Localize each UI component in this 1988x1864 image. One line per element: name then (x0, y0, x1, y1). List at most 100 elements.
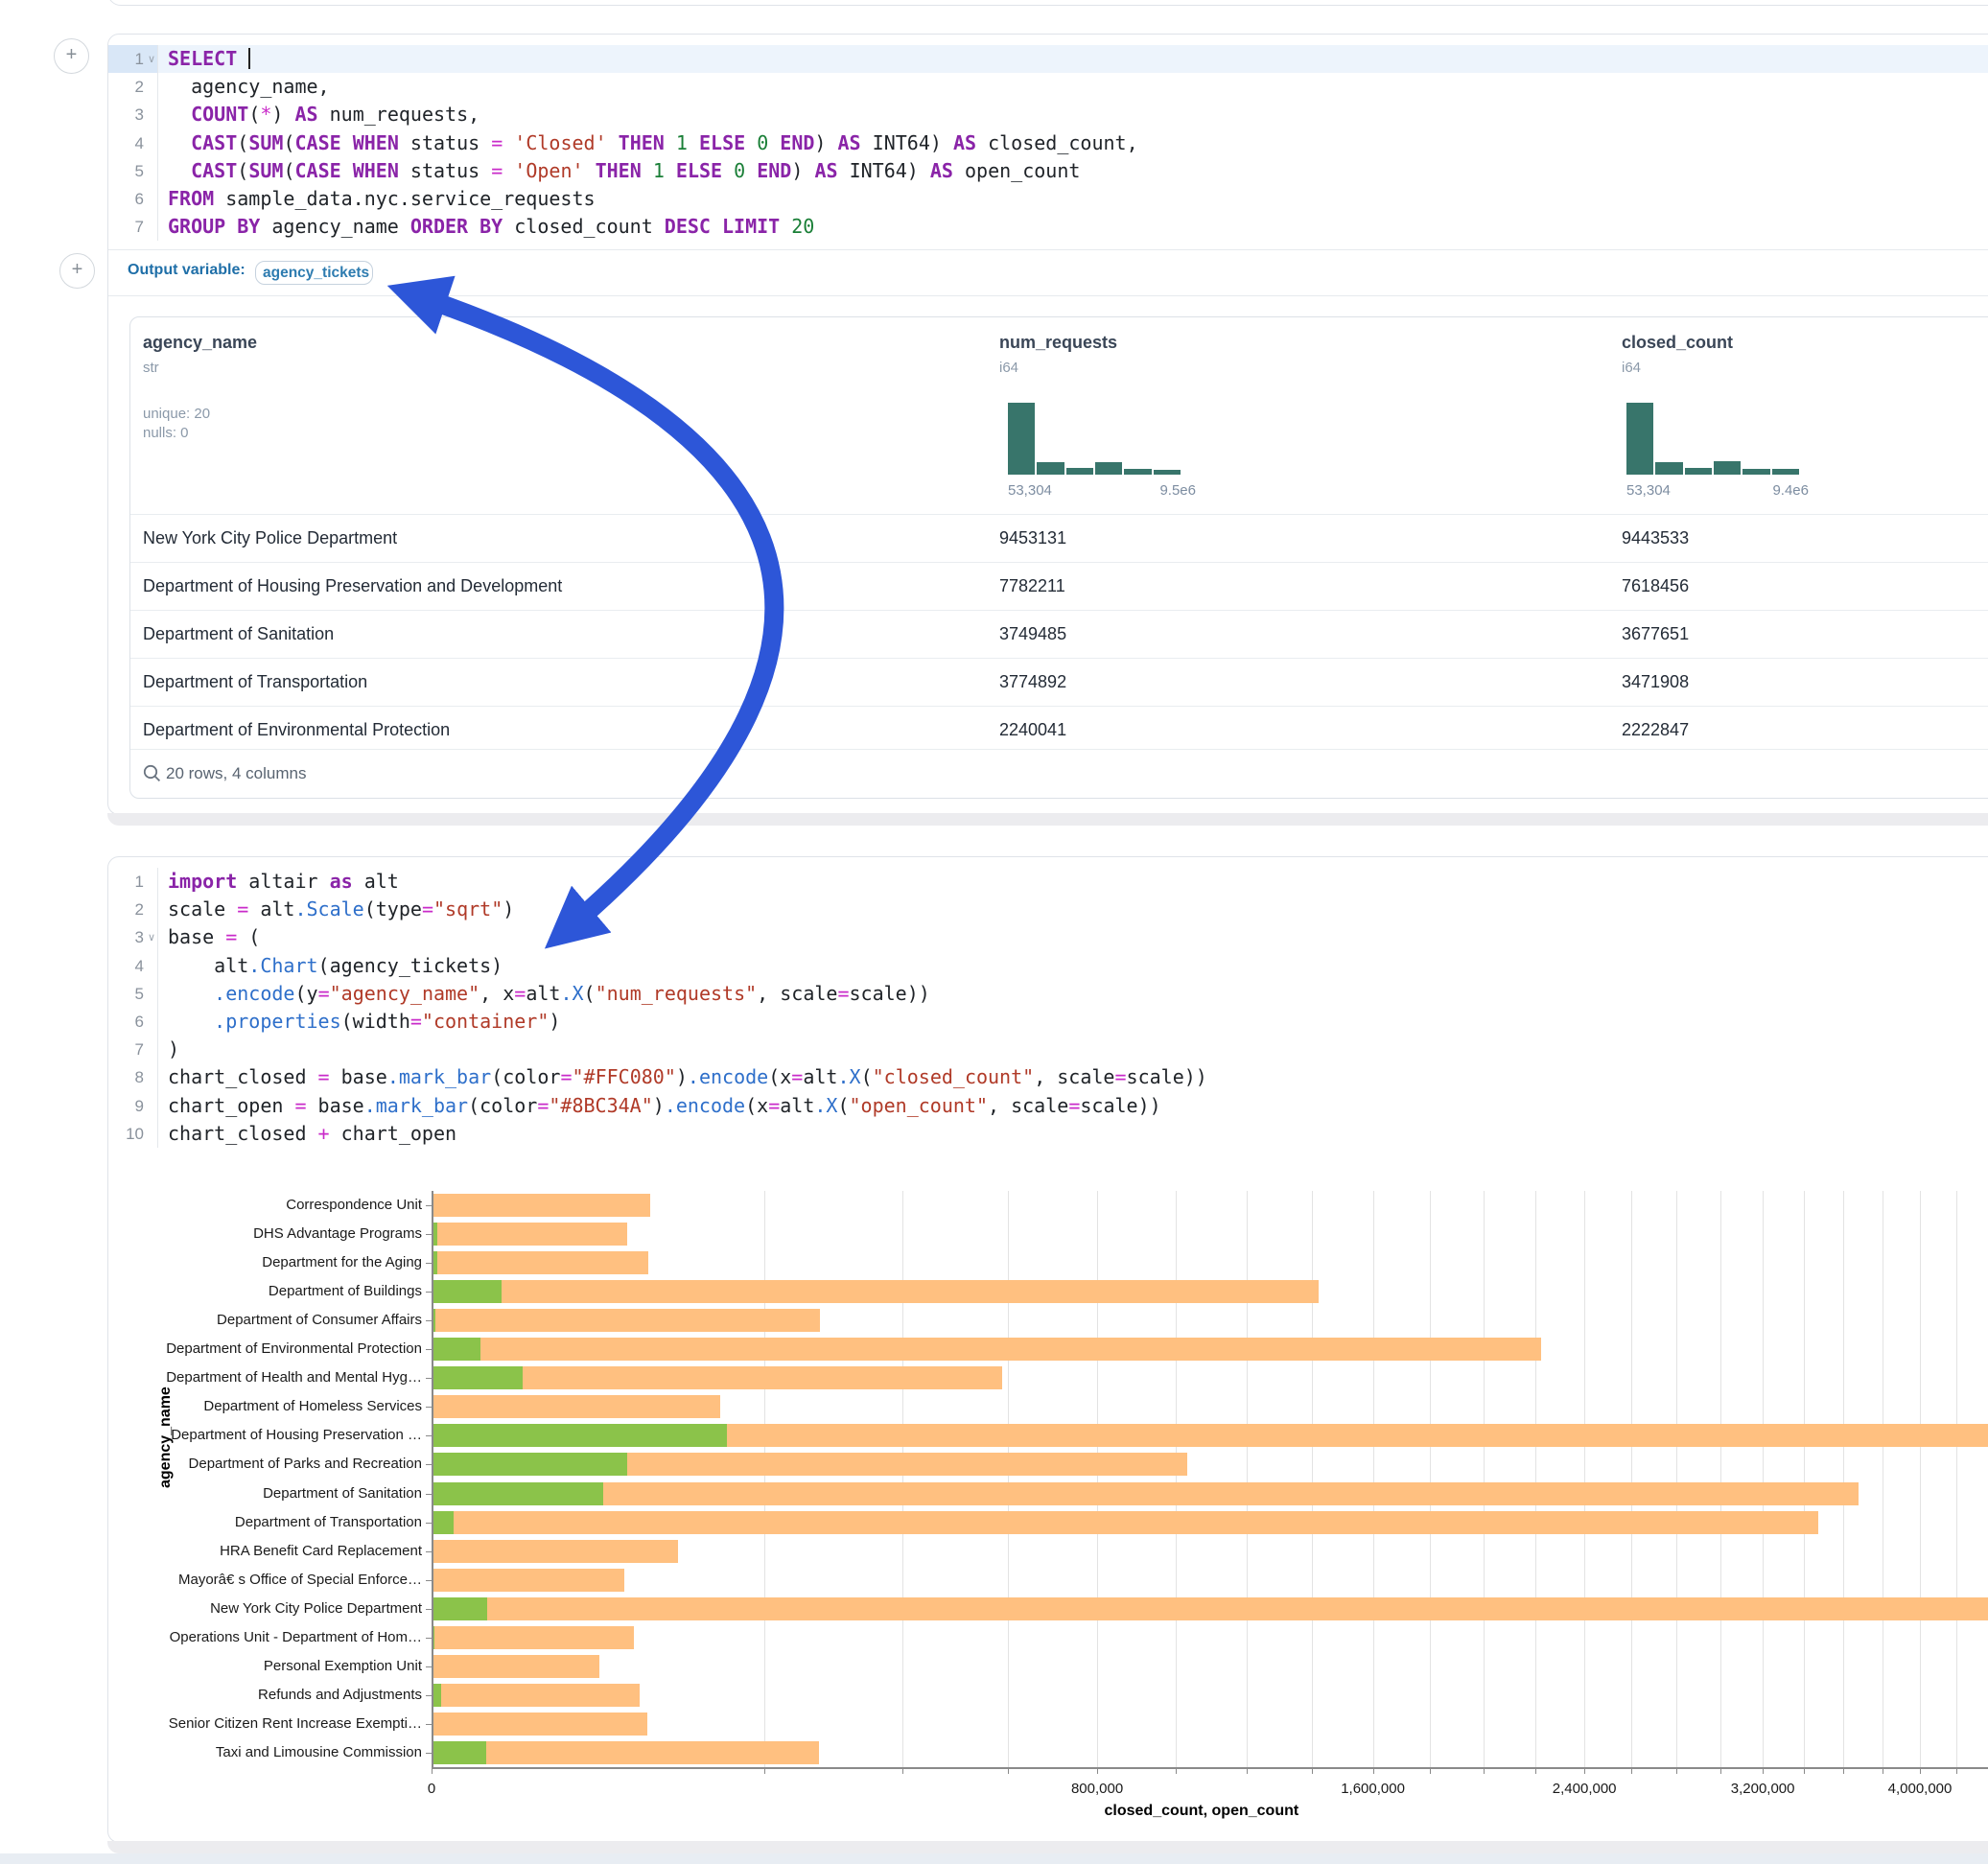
code-text: agency_name, (158, 73, 330, 101)
hist-bar (1655, 462, 1682, 475)
fold-chevron-icon[interactable]: ∨ (148, 924, 155, 952)
code-line[interactable]: 4 CAST(SUM(CASE WHEN status = 'Closed' T… (108, 129, 1988, 157)
code-line[interactable]: 4 alt.Chart(agency_tickets) (108, 952, 1988, 980)
table-row[interactable]: Department of Sanitation 3749485 3677651 (130, 610, 1988, 658)
line-number: 1 (108, 868, 158, 896)
histogram-num-requests (1008, 403, 1181, 475)
table-cell: Department of Environmental Protection (143, 707, 450, 754)
code-text: GROUP BY agency_name ORDER BY closed_cou… (158, 213, 814, 241)
sql-code-editor[interactable]: 1∨SELECT 2 agency_name,3 COUNT(*) AS num… (108, 45, 1988, 241)
hist-bar (1095, 462, 1122, 475)
hist-bar (1714, 461, 1741, 475)
table-cell: 9443533 (1622, 515, 1689, 562)
code-text: .encode(y="agency_name", x=alt.X("num_re… (158, 980, 930, 1008)
table-cell: Department of Sanitation (143, 611, 334, 658)
table-row[interactable]: New York City Police Department 9453131 94… (130, 514, 1988, 562)
column-header-closed-count[interactable]: closed_count (1622, 333, 1733, 353)
hist-bar (1037, 462, 1064, 475)
output-variable-badge[interactable]: agency_tickets (255, 261, 373, 285)
table-footer: 20 rows, 4 columns (130, 749, 1988, 799)
histogram-range-labels: 53,304 9.4e6 (1626, 482, 1809, 499)
cell-shadow (107, 813, 1988, 826)
add-block-button[interactable]: + (59, 253, 95, 289)
code-line[interactable]: 6FROM sample_data.nyc.service_requests (108, 185, 1988, 213)
table-cell: Department of Housing Preservation and D… (143, 563, 562, 610)
hist-max-label: 9.5e6 (1159, 482, 1196, 499)
line-number: 7 (108, 1036, 158, 1063)
python-code-editor[interactable]: 1import altair as alt2scale = alt.Scale(… (108, 868, 1988, 1148)
table-cell: Department of Transportation (143, 659, 367, 706)
hist-bar (1742, 469, 1769, 475)
line-number: 4 (108, 129, 158, 157)
histogram-closed-count (1626, 403, 1799, 475)
hist-bar (1154, 470, 1181, 475)
line-number: 5 (108, 980, 158, 1008)
table-cell: 3677651 (1622, 611, 1689, 658)
code-text: chart_closed + chart_open (158, 1120, 456, 1148)
code-text: chart_open = base.mark_bar(color="#8BC34… (158, 1092, 1161, 1120)
line-number: 2 (108, 73, 158, 101)
row-column-count: 20 rows, 4 columns (166, 764, 306, 783)
code-line[interactable]: 3 COUNT(*) AS num_requests, (108, 101, 1988, 128)
python-cell[interactable]: 1import altair as alt2scale = alt.Scale(… (107, 856, 1988, 1843)
table-cell: New York City Police Department (143, 515, 397, 562)
previous-cell-partial (107, 0, 1988, 6)
table-row[interactable]: Department of Environmental Protection 22… (130, 706, 1988, 754)
code-line[interactable]: 9chart_open = base.mark_bar(color="#8BC3… (108, 1092, 1988, 1120)
column-header-num-requests[interactable]: num_requests (999, 333, 1117, 353)
code-text: .properties(width="container") (158, 1008, 560, 1036)
code-line[interactable]: 1∨SELECT (108, 45, 1988, 73)
code-line[interactable]: 8chart_closed = base.mark_bar(color="#FF… (108, 1063, 1988, 1091)
code-text: base = ( (158, 923, 260, 951)
column-header-agency-name[interactable]: agency_name (143, 333, 257, 353)
hist-bar (1772, 469, 1799, 475)
table-cell: 9453131 (999, 515, 1066, 562)
code-line[interactable]: 7GROUP BY agency_name ORDER BY closed_co… (108, 213, 1988, 241)
code-text: CAST(SUM(CASE WHEN status = 'Closed' THE… (158, 129, 1138, 157)
column-meta-unique: unique: 20 (143, 406, 210, 422)
cell-shadow (107, 1841, 1988, 1853)
code-line[interactable]: 3∨base = ( (108, 923, 1988, 951)
code-line[interactable]: 1import altair as alt (108, 868, 1988, 896)
line-number: 6 (108, 1008, 158, 1036)
code-line[interactable]: 10chart_closed + chart_open (108, 1120, 1988, 1148)
hist-bar (1008, 403, 1035, 475)
fold-chevron-icon[interactable]: ∨ (148, 46, 155, 74)
code-line[interactable]: 7) (108, 1036, 1988, 1063)
code-line[interactable]: 2scale = alt.Scale(type="sqrt") (108, 896, 1988, 923)
line-number: 8 (108, 1063, 158, 1091)
table-cell: 7618456 (1622, 563, 1689, 610)
code-text: scale = alt.Scale(type="sqrt") (158, 896, 514, 923)
table-cell: 3749485 (999, 611, 1066, 658)
code-line[interactable]: 2 agency_name, (108, 73, 1988, 101)
table-row[interactable]: Department of Transportation 3774892 34719… (130, 658, 1988, 706)
code-text: import altair as alt (158, 868, 399, 896)
column-meta-nulls: nulls: 0 (143, 425, 189, 441)
table-cell: 2222847 (1622, 707, 1689, 754)
line-number: 7 (108, 213, 158, 241)
table-cell: 3774892 (999, 659, 1066, 706)
line-number: 2 (108, 896, 158, 923)
hist-bar (1626, 403, 1653, 475)
dataframe-output: agency_name str unique: 20 nulls: 0 num_… (129, 316, 1988, 799)
table-cell: 7782211 (999, 563, 1065, 610)
column-type: i64 (999, 360, 1018, 376)
line-number: 3∨ (108, 923, 158, 951)
code-line[interactable]: 5 CAST(SUM(CASE WHEN status = 'Open' THE… (108, 157, 1988, 185)
code-line[interactable]: 5 .encode(y="agency_name", x=alt.X("num_… (108, 980, 1988, 1008)
table-cell: 3471908 (1622, 659, 1689, 706)
output-variable-label: Output variable: (128, 262, 246, 279)
code-line[interactable]: 6 .properties(width="container") (108, 1008, 1988, 1036)
page-background-strip (0, 1853, 1988, 1864)
code-text: FROM sample_data.nyc.service_requests (158, 185, 596, 213)
hist-min-label: 53,304 (1008, 482, 1052, 499)
table-cell: 2240041 (999, 707, 1066, 754)
hist-bar (1066, 468, 1093, 475)
code-text: SELECT (158, 45, 1988, 73)
search-icon[interactable] (142, 763, 162, 783)
code-text: CAST(SUM(CASE WHEN status = 'Open' THEN … (158, 157, 1080, 185)
add-block-button[interactable]: + (54, 38, 89, 74)
column-type: str (143, 360, 159, 376)
table-row[interactable]: Department of Housing Preservation and D… (130, 562, 1988, 610)
cell-divider (108, 249, 1988, 250)
